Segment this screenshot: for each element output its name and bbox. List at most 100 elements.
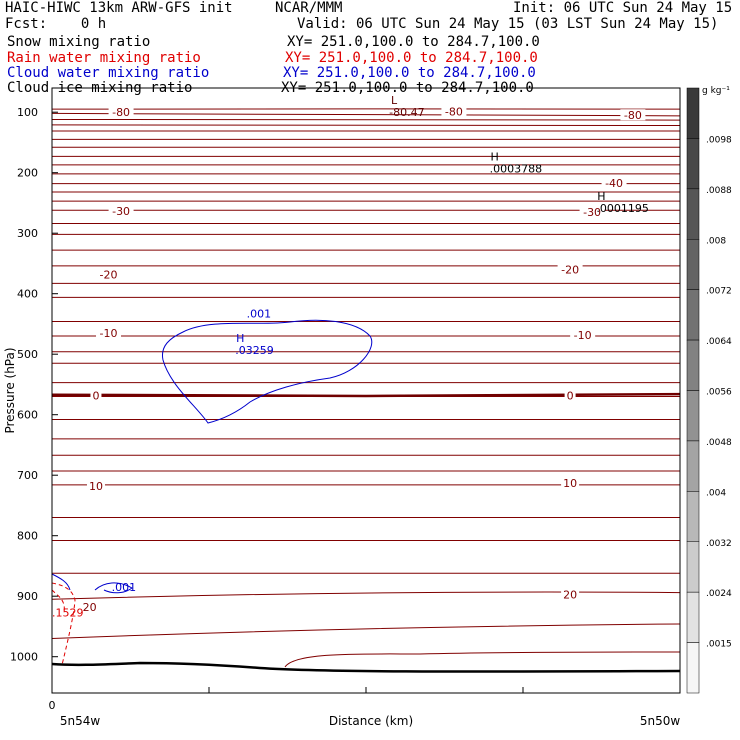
- field-snow-name: Snow mixing ratio: [7, 34, 151, 50]
- colorbar-label: .008: [706, 236, 726, 246]
- y-tick-label: 200: [17, 167, 38, 180]
- x-origin-label: 0: [49, 699, 56, 712]
- field-cloudwater-xy: XY= 251.0,100.0 to 284.7,100.0: [283, 65, 536, 81]
- terrain-surface: [51, 661, 681, 673]
- colorbar-cell: [686, 339, 700, 391]
- field-rain-name: Rain water mixing ratio: [7, 50, 201, 66]
- extremum-letter: L: [391, 94, 398, 107]
- isotherm-label-bg: [620, 109, 646, 121]
- colorbar-label: .0072: [706, 287, 732, 297]
- isotherm-label-bg: [570, 328, 596, 340]
- isotherm-line: [51, 112, 681, 117]
- isotherm-label-bg: [557, 263, 583, 275]
- y-tick-label: 500: [17, 348, 38, 361]
- colorbar-label: .0015: [706, 640, 732, 650]
- valid-time: Valid: 06 UTC Sun 24 May 15 (03 LST Sun …: [297, 16, 719, 32]
- x-left-label: 5n54w: [60, 714, 101, 728]
- isotherm-label-bg: [564, 389, 576, 401]
- isotherm-label-bg: [96, 327, 122, 339]
- isotherm-label: -80: [624, 109, 642, 122]
- extremum-value: .03259: [235, 344, 274, 357]
- contour-labels: -80 -80 -80 -40 -30 -30 -20 -20 -10 -10 0 0 10 10 20 20…: [52, 94, 649, 620]
- colorbar-label: .0032: [706, 539, 732, 549]
- model-title: HAIC-HIWC 13km ARW-GFS init: [5, 0, 233, 16]
- isotherm-label: -10: [574, 329, 592, 342]
- plot-frame: [51, 87, 681, 694]
- isotherm-label: -40: [605, 177, 623, 190]
- isotherm-label: 20: [563, 588, 577, 601]
- cloud-water-contour: [94, 582, 133, 594]
- isotherm-label: -30: [112, 205, 130, 218]
- colorbar-cell: [686, 491, 700, 543]
- forecast-hour: Fcst: 0 h: [5, 16, 107, 32]
- isotherm-line: [284, 651, 681, 668]
- isotherm-line: [51, 623, 681, 640]
- colorbar-cell: [686, 390, 700, 442]
- isotherm-contours: [51, 108, 681, 640]
- colorbar-label: .0064: [706, 337, 732, 347]
- isotherm-label: -80: [445, 106, 463, 119]
- isotherm-label-bg: [579, 206, 605, 218]
- isotherm-label-bg: [108, 106, 134, 118]
- cloud-water-contour: [161, 319, 373, 424]
- isotherm-line: [51, 591, 681, 600]
- rain-water-contour: [51, 589, 65, 613]
- extremum-letter: H: [236, 332, 244, 345]
- y-tick-label: 600: [17, 409, 38, 422]
- isotherm-label: -10: [100, 327, 118, 340]
- extremum-letter: H: [490, 151, 498, 164]
- colorbar-label: .0098: [706, 135, 732, 145]
- x-right-label: 5n50w: [640, 714, 681, 728]
- isotherm-label: -30: [583, 206, 601, 219]
- freezing-level-line: [51, 392, 681, 398]
- colorbar-cell: [686, 87, 700, 139]
- isotherm-label: 0: [92, 389, 99, 402]
- isotherm-label-bg: [96, 268, 122, 280]
- extremum-letter: H: [597, 190, 605, 203]
- isotherm-line: [51, 118, 681, 121]
- rain-water-contour: [51, 582, 76, 666]
- colorbar-cell: [686, 642, 700, 694]
- init-time: Init: 06 UTC Sun 24 May 15: [513, 0, 733, 16]
- isotherm-label-bg: [441, 105, 467, 117]
- contour-label: .1529: [52, 607, 84, 620]
- colorbar-label: .0048: [706, 438, 732, 448]
- colorbar-label: .0056: [706, 388, 732, 398]
- colorbar: .0098 .0088 .008 .0072 .0064 .0056 .0048 .004 .0…: [686, 86, 732, 694]
- isotherm-label-bg: [601, 176, 627, 188]
- field-cloudwater-name: Cloud water mixing ratio: [7, 65, 210, 81]
- y-tick-label: 700: [17, 469, 38, 482]
- isotherm-label: 20: [83, 601, 97, 614]
- isotherm-label: 10: [89, 480, 103, 493]
- colorbar-label: .0024: [706, 589, 732, 599]
- colorbar-unit: g kg⁻¹: [702, 86, 730, 96]
- y-tick-label: 100: [17, 106, 38, 119]
- isotherm-label: 0: [567, 389, 574, 402]
- isotherm-label-bg: [108, 204, 134, 216]
- y-tick-label: 900: [17, 590, 38, 603]
- isotherm-label: -20: [100, 268, 118, 281]
- colorbar-cell: [686, 239, 700, 290]
- isotherm-label: -80: [112, 106, 130, 119]
- field-snow-xy: XY= 251.0,100.0 to 284.7,100.0: [287, 34, 540, 50]
- extremum-value: -80.47: [389, 106, 424, 119]
- contour-label: .001: [112, 581, 137, 594]
- special-contours: [51, 319, 681, 673]
- y-tick-label: 400: [17, 288, 38, 301]
- x-axis-title: Distance (km): [329, 714, 413, 728]
- isotherm-label-bg: [561, 477, 580, 489]
- colorbar-cell: [686, 138, 700, 190]
- colorbar-cell: [686, 289, 700, 341]
- colorbar-cell: [686, 591, 700, 643]
- field-rain-xy: XY= 251.0,100.0 to 284.7,100.0: [285, 50, 538, 66]
- y-tick-label: 300: [17, 227, 38, 240]
- colorbar-cell: [686, 440, 700, 492]
- extremum-value: .0003788: [490, 163, 542, 176]
- institution: NCAR/MMM: [275, 0, 343, 16]
- isotherm-label-bg: [86, 480, 105, 492]
- isotherm-line: [51, 124, 681, 127]
- extremum-value: .0001195: [596, 202, 649, 215]
- contour-label: .001: [247, 308, 272, 321]
